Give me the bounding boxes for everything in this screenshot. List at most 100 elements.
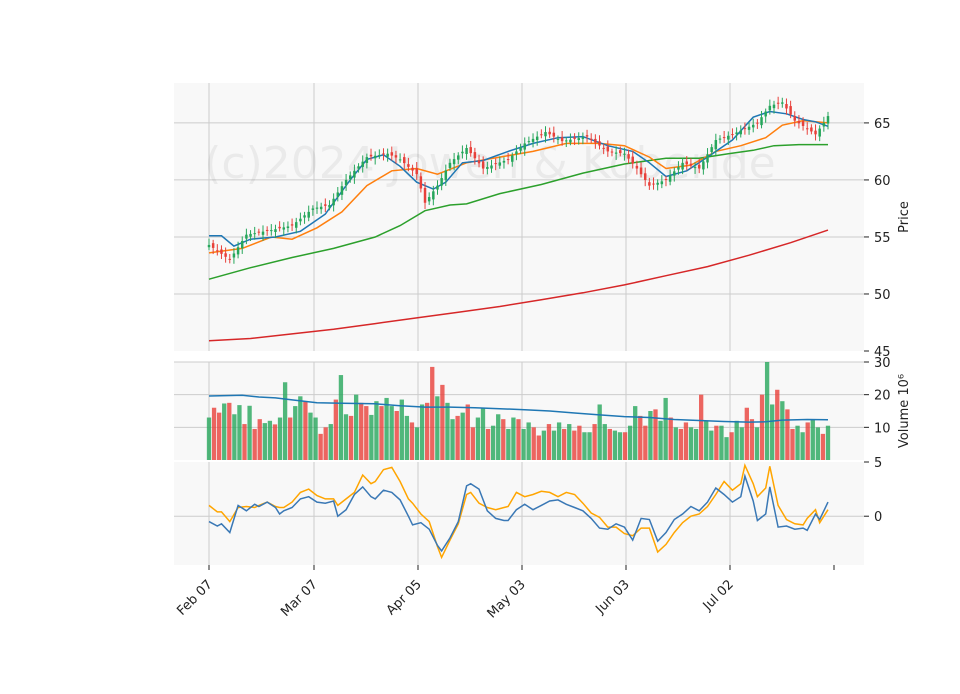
candle-body xyxy=(789,106,792,115)
volume-bar xyxy=(485,428,491,460)
candle-body xyxy=(577,138,580,141)
candle xyxy=(494,158,497,171)
candle xyxy=(220,245,223,260)
candle xyxy=(249,230,252,241)
candle-body xyxy=(344,179,348,186)
candle-body xyxy=(693,167,697,169)
candle-body xyxy=(648,182,651,186)
candle-body xyxy=(469,147,472,154)
volume-bar xyxy=(551,430,557,460)
candle xyxy=(411,164,414,176)
candle-body xyxy=(303,215,306,218)
candle-body xyxy=(589,138,593,140)
candle xyxy=(432,185,435,206)
ma-long-line xyxy=(208,143,828,280)
candle-body xyxy=(706,154,709,163)
candle xyxy=(689,158,693,169)
volume-bar xyxy=(257,419,262,460)
price-axis-label: Price xyxy=(897,201,912,233)
volume-bar xyxy=(242,424,247,460)
candle-body xyxy=(747,126,751,130)
candle xyxy=(353,164,356,184)
candle xyxy=(486,161,489,175)
candle xyxy=(461,145,464,159)
candle xyxy=(274,224,277,239)
candle-body xyxy=(668,175,672,182)
candle-body xyxy=(407,164,410,167)
candle-body xyxy=(681,162,684,170)
volume-bar xyxy=(227,402,232,460)
candle xyxy=(739,125,743,138)
candle xyxy=(469,140,472,157)
candle xyxy=(718,135,722,144)
candle-body xyxy=(685,161,688,165)
volume-bar xyxy=(764,362,770,460)
candle xyxy=(706,148,709,169)
volume-bar xyxy=(617,432,623,460)
candle xyxy=(207,238,211,251)
candle xyxy=(635,160,639,175)
candle xyxy=(423,182,427,210)
candle-body xyxy=(631,156,634,164)
volume-bar xyxy=(668,417,673,460)
candle-body xyxy=(660,181,664,185)
candle xyxy=(606,140,610,157)
volume-bar xyxy=(222,403,227,460)
candle xyxy=(511,152,514,167)
candle xyxy=(673,167,676,182)
candle xyxy=(581,132,585,145)
candle xyxy=(232,248,236,264)
candle xyxy=(457,152,460,165)
candle-body xyxy=(818,128,821,137)
volume-bar xyxy=(394,411,399,460)
candle xyxy=(452,152,456,171)
candle-body xyxy=(735,132,738,135)
candle-body xyxy=(610,151,614,153)
candle-body xyxy=(623,153,626,155)
candle xyxy=(506,152,510,165)
candle-body xyxy=(286,226,290,229)
volume-bar xyxy=(216,412,222,460)
candle-body xyxy=(340,186,344,195)
volume-bar xyxy=(607,428,612,460)
volume-bar xyxy=(627,425,633,460)
candle xyxy=(544,126,547,143)
volume-bar xyxy=(364,406,369,460)
candle xyxy=(764,108,767,123)
volume-bar xyxy=(374,401,379,460)
volume-bar xyxy=(313,417,318,460)
volume-bar xyxy=(531,427,536,460)
x-tick-label: Jun 03 xyxy=(593,577,633,617)
volume-bar xyxy=(404,415,410,460)
volume-bar xyxy=(592,424,597,460)
candle-body xyxy=(282,227,286,230)
candle-body xyxy=(390,152,394,156)
candle-body xyxy=(560,137,564,142)
volume-bar xyxy=(562,428,567,460)
candle xyxy=(818,125,821,142)
volume-bar xyxy=(343,414,349,460)
candle-body xyxy=(793,116,797,121)
volume-bar xyxy=(303,401,308,460)
candle xyxy=(477,154,481,168)
candle xyxy=(805,122,809,135)
candle-body xyxy=(506,159,510,161)
candle xyxy=(211,239,215,255)
candle xyxy=(565,137,568,148)
candle-body xyxy=(727,135,730,140)
candle xyxy=(556,135,560,145)
candle-body xyxy=(627,154,630,159)
candle xyxy=(282,222,286,236)
volume-bar xyxy=(790,428,795,460)
volume-bar xyxy=(430,366,435,460)
price-panel xyxy=(207,96,830,342)
volume-bar xyxy=(399,399,404,460)
candle-body xyxy=(361,161,364,167)
volume-bar xyxy=(288,417,293,460)
candle-body xyxy=(673,171,676,176)
volume-bar xyxy=(577,425,582,460)
volume-bar xyxy=(648,411,653,460)
candle xyxy=(473,147,477,165)
candle xyxy=(303,211,306,224)
candle-body xyxy=(307,211,310,218)
